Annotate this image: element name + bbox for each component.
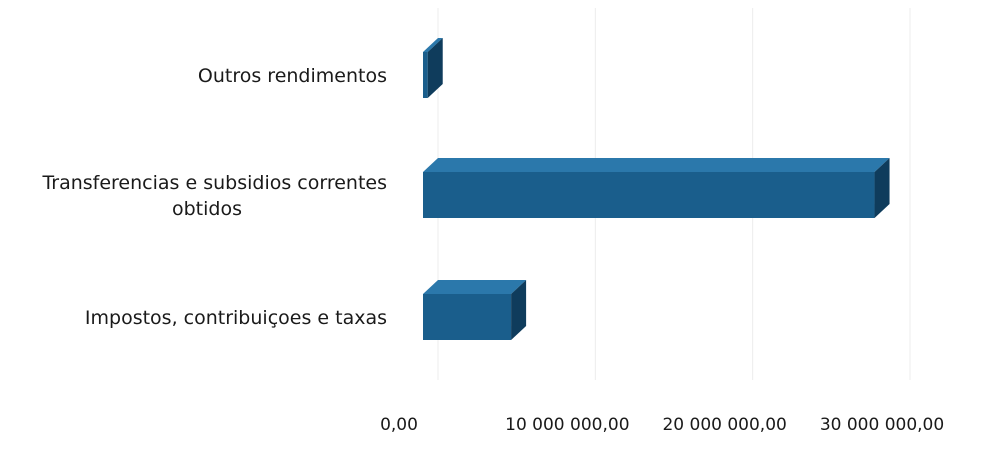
bar-top-0 xyxy=(423,38,443,52)
category-label-0: Outros rendimentos xyxy=(198,65,387,87)
x-tick-label-2: 20 000 000,00 xyxy=(662,415,786,435)
bar-side-0 xyxy=(427,38,443,98)
category-labels: Outros rendimentos Transferencias e subsi… xyxy=(41,65,387,329)
bar-side-2 xyxy=(511,280,527,340)
bar-front-2 xyxy=(423,294,512,340)
x-tick-label-3: 30 000 000,00 xyxy=(820,415,944,435)
category-label-2: Impostos, contribuiçoes e taxas xyxy=(85,307,387,329)
bar-side-1 xyxy=(874,158,890,218)
x-tick-label-1: 10 000 000,00 xyxy=(505,415,629,435)
bar-1 xyxy=(423,158,890,218)
bar-0 xyxy=(423,38,443,98)
bar-top-2 xyxy=(423,280,527,294)
bar-front-0 xyxy=(423,52,428,98)
x-tick-label-0: 0,00 xyxy=(380,415,418,435)
x-axis-ticks: 0,00 10 000 000,00 20 000 000,00 30 000 000… xyxy=(380,415,944,435)
category-label-1-line-0: Transferencias e subsidios correntes xyxy=(41,172,387,194)
bar-2 xyxy=(423,280,527,340)
bars xyxy=(423,38,890,340)
category-label-1-line-1: obtidos xyxy=(172,198,242,220)
bar-front-1 xyxy=(423,172,875,218)
bar-top-1 xyxy=(423,158,890,172)
